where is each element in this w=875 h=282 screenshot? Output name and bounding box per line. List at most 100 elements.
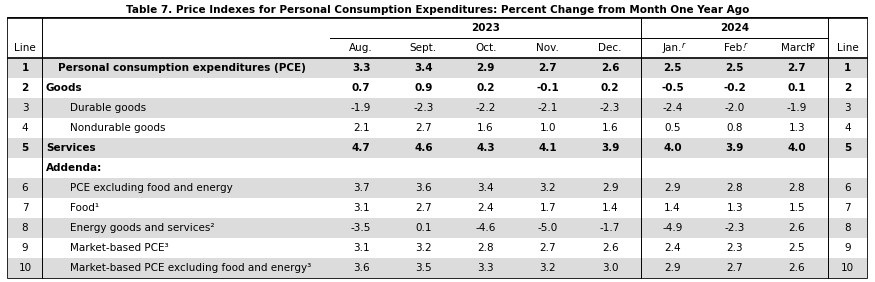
Text: 0.7: 0.7 [352, 83, 370, 93]
Text: Goods: Goods [46, 83, 82, 93]
Text: 2.7: 2.7 [539, 63, 557, 73]
Text: 2: 2 [844, 83, 851, 93]
Text: 1: 1 [21, 63, 29, 73]
Text: 3.6: 3.6 [353, 263, 369, 273]
Text: -1.7: -1.7 [600, 223, 620, 233]
Text: 3.6: 3.6 [415, 183, 431, 193]
Text: -5.0: -5.0 [538, 223, 558, 233]
Bar [8, 258, 867, 278]
Text: 2.6: 2.6 [788, 223, 805, 233]
Text: 7: 7 [844, 203, 850, 213]
Text: 3.3: 3.3 [352, 63, 370, 73]
Text: 1.0: 1.0 [540, 123, 556, 133]
Text: 3.1: 3.1 [353, 203, 369, 213]
Text: -2.1: -2.1 [537, 103, 558, 113]
Text: 5: 5 [844, 143, 851, 153]
Text: Oct.: Oct. [475, 43, 496, 53]
Text: 2.7: 2.7 [415, 123, 431, 133]
Text: 2.6: 2.6 [602, 243, 619, 253]
Text: 0.2: 0.2 [476, 83, 495, 93]
Text: 3.0: 3.0 [602, 263, 619, 273]
Text: -3.5: -3.5 [351, 223, 371, 233]
Text: -0.2: -0.2 [724, 83, 746, 93]
Text: 2.9: 2.9 [477, 63, 495, 73]
Text: 1: 1 [844, 63, 851, 73]
Text: 3.5: 3.5 [415, 263, 431, 273]
Bar [8, 98, 867, 118]
Text: Sept.: Sept. [410, 43, 437, 53]
Text: 4.6: 4.6 [414, 143, 433, 153]
Text: Energy goods and services²: Energy goods and services² [70, 223, 214, 233]
Text: -2.0: -2.0 [724, 103, 745, 113]
Text: 2: 2 [21, 83, 29, 93]
Text: 5: 5 [21, 143, 29, 153]
Text: 1.4: 1.4 [664, 203, 681, 213]
Text: 3.2: 3.2 [540, 183, 556, 193]
Bar [8, 198, 867, 218]
Text: 3.7: 3.7 [353, 183, 369, 193]
Bar [8, 18, 867, 58]
Text: 1.5: 1.5 [788, 203, 805, 213]
Text: 3.2: 3.2 [540, 263, 556, 273]
Text: 2024: 2024 [720, 23, 749, 33]
Text: -2.3: -2.3 [724, 223, 745, 233]
Text: 9: 9 [844, 243, 850, 253]
Bar [8, 238, 867, 258]
Text: -1.9: -1.9 [351, 103, 371, 113]
Text: 0.9: 0.9 [414, 83, 432, 93]
Text: Nov.: Nov. [536, 43, 559, 53]
Text: 10: 10 [841, 263, 854, 273]
Text: 8: 8 [844, 223, 850, 233]
Text: -2.3: -2.3 [600, 103, 620, 113]
Text: 10: 10 [18, 263, 31, 273]
Text: 4: 4 [844, 123, 850, 133]
Text: 2.5: 2.5 [788, 243, 805, 253]
Text: 4.1: 4.1 [539, 143, 557, 153]
Text: -0.1: -0.1 [536, 83, 559, 93]
Text: 3.4: 3.4 [478, 183, 494, 193]
Text: 1.3: 1.3 [726, 203, 743, 213]
Text: 1.6: 1.6 [478, 123, 494, 133]
Text: Durable goods: Durable goods [70, 103, 146, 113]
Text: -4.6: -4.6 [475, 223, 496, 233]
Text: -2.2: -2.2 [475, 103, 496, 113]
Bar [8, 138, 867, 158]
Text: 4.0: 4.0 [788, 143, 806, 153]
Text: 2.3: 2.3 [726, 243, 743, 253]
Text: 2.5: 2.5 [725, 63, 744, 73]
Text: 4.7: 4.7 [352, 143, 370, 153]
Text: 3.9: 3.9 [601, 143, 619, 153]
Text: 0.5: 0.5 [664, 123, 681, 133]
Bar [8, 178, 867, 198]
Bar [8, 218, 867, 238]
Text: p: p [809, 41, 815, 50]
Text: 2.9: 2.9 [664, 183, 681, 193]
Text: 2.6: 2.6 [601, 63, 619, 73]
Text: 2.1: 2.1 [353, 123, 369, 133]
Text: Market-based PCE excluding food and energy³: Market-based PCE excluding food and ener… [70, 263, 312, 273]
Text: Food¹: Food¹ [70, 203, 99, 213]
Text: 2.8: 2.8 [478, 243, 494, 253]
Text: 1.6: 1.6 [602, 123, 619, 133]
Text: Line: Line [14, 43, 36, 53]
Text: 3.9: 3.9 [725, 143, 744, 153]
Text: 0.2: 0.2 [601, 83, 619, 93]
Text: March: March [781, 43, 813, 53]
Text: r: r [682, 41, 685, 50]
Text: 7: 7 [22, 203, 28, 213]
Text: 1.7: 1.7 [540, 203, 556, 213]
Text: Dec.: Dec. [598, 43, 622, 53]
Text: 3.1: 3.1 [353, 243, 369, 253]
Text: Market-based PCE³: Market-based PCE³ [70, 243, 169, 253]
Bar [8, 58, 867, 78]
Text: 2.8: 2.8 [788, 183, 805, 193]
Text: 3.4: 3.4 [414, 63, 433, 73]
Text: Line: Line [836, 43, 858, 53]
Text: 1.3: 1.3 [788, 123, 805, 133]
Text: -0.5: -0.5 [661, 83, 683, 93]
Text: 4: 4 [22, 123, 28, 133]
Text: 4.0: 4.0 [663, 143, 682, 153]
Text: 8: 8 [22, 223, 28, 233]
Text: -2.3: -2.3 [413, 103, 434, 113]
Text: 2.4: 2.4 [664, 243, 681, 253]
